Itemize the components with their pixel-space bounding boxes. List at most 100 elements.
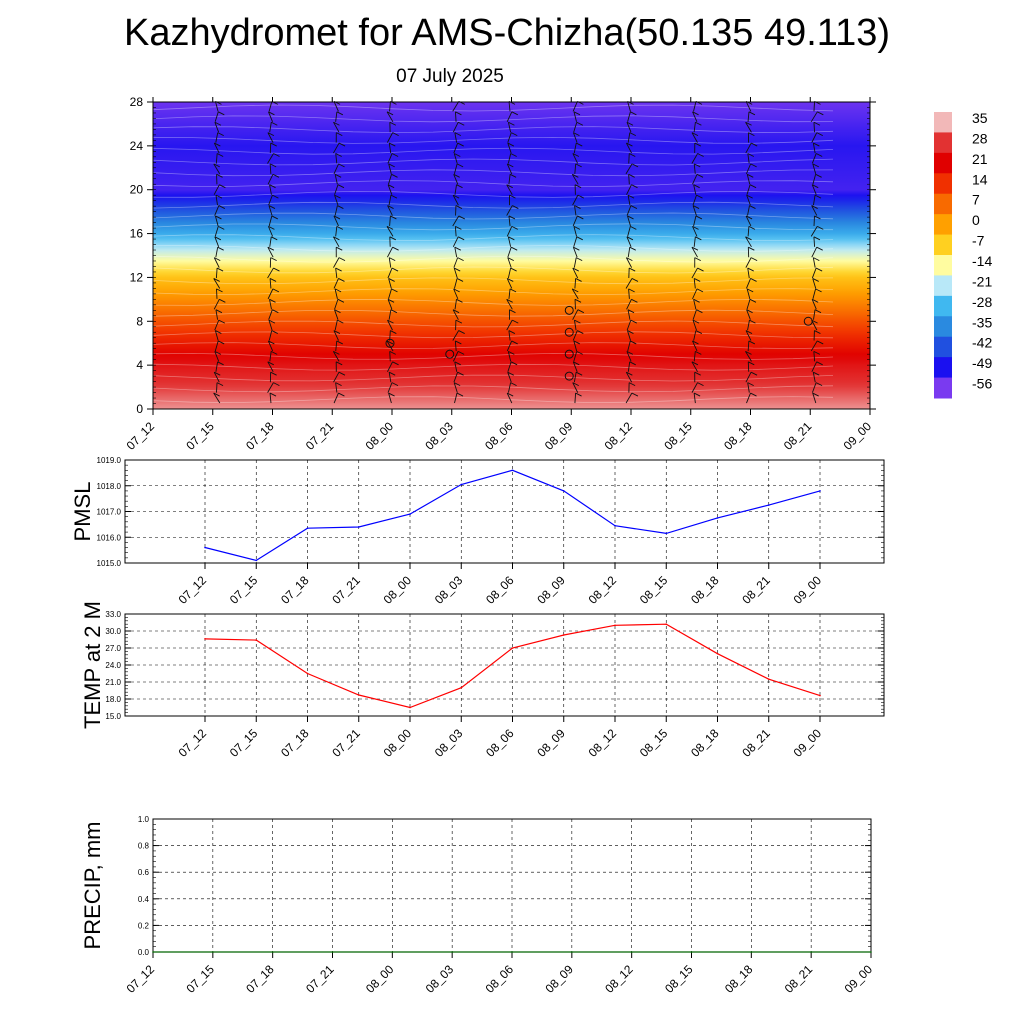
- wind-barb: [213, 299, 220, 310]
- wind-barb-flag: [387, 184, 395, 189]
- wind-barb: [572, 309, 579, 320]
- wind-barb-flag: [457, 257, 464, 262]
- wind-barb-flag: [696, 173, 704, 178]
- data-point: [391, 951, 394, 953]
- wind-barb: [692, 288, 698, 300]
- wind-barb: [215, 309, 219, 320]
- wind-barb: [811, 299, 817, 310]
- wind-barb: [508, 215, 511, 227]
- wind-barb: [572, 267, 579, 279]
- wind-barb: [693, 236, 696, 247]
- data-point: [204, 638, 206, 640]
- wind-barb-flag: [573, 246, 580, 251]
- wind-barb-flag: [694, 142, 702, 147]
- wind-barb: [627, 340, 631, 352]
- wind-barb-flag: [217, 340, 225, 345]
- x-tick-label: 08_21: [781, 419, 815, 453]
- heatmap-contour: [152, 298, 834, 306]
- wind-barb-flag: [626, 371, 633, 376]
- heatmap-contour: [152, 115, 834, 123]
- wind-barb-flag: [391, 382, 399, 387]
- wind-barb-flag: [746, 309, 753, 314]
- wind-barb-flag: [512, 319, 519, 324]
- wind-barb-flag: [268, 225, 275, 230]
- wind-barb-flag: [214, 371, 221, 376]
- wind-barb-flag: [509, 288, 517, 293]
- wind-barb-flag: [511, 225, 518, 230]
- wind-barb-flag: [335, 267, 342, 272]
- wind-barb: [813, 351, 816, 362]
- wind-barb: [334, 184, 339, 195]
- wind-barb: [334, 205, 338, 216]
- wind-barb: [452, 194, 459, 206]
- wind-barb: [747, 340, 750, 351]
- wind-barb: [268, 101, 273, 112]
- wind-barb-flag: [748, 246, 755, 251]
- heatmap-contour: [152, 158, 834, 166]
- wind-barb-flag: [215, 309, 223, 314]
- chart-subtitle: 07 July 2025: [396, 66, 504, 87]
- wind-barb: [214, 236, 220, 247]
- wind-barb: [813, 122, 815, 133]
- wind-barb: [693, 184, 697, 195]
- wind-barb: [267, 153, 274, 164]
- wind-barb-flag: [815, 288, 822, 293]
- wind-barb-flag: [697, 382, 704, 387]
- wind-barb-flag: [458, 121, 465, 126]
- wind-barb-flag: [388, 163, 395, 168]
- wind-barb-flag: [746, 288, 754, 293]
- wind-barb: [267, 382, 274, 393]
- wind-barb: [213, 278, 221, 289]
- wind-barb: [746, 174, 751, 185]
- wind-barb-flag: [507, 371, 514, 376]
- wind-barb: [268, 215, 273, 227]
- data-point: [819, 694, 821, 697]
- wind-barb-flag: [574, 298, 582, 303]
- wind-barb: [574, 163, 577, 174]
- wind-barb: [453, 382, 458, 393]
- wind-barb-flag: [456, 392, 464, 397]
- wind-barb: [452, 236, 459, 247]
- wind-barb-flag: [574, 319, 581, 324]
- wind-barb-flag: [627, 330, 634, 334]
- colorbar-label: -28: [972, 294, 992, 310]
- y-tick-label: 1017.0: [97, 508, 122, 517]
- heatmap-contour: [152, 352, 834, 360]
- wind-barb-flag: [695, 121, 702, 126]
- wind-barb-flag: [814, 309, 822, 314]
- wind-barb: [269, 299, 272, 310]
- x-tick-label: 09_00: [841, 419, 875, 453]
- wind-barb: [269, 184, 272, 195]
- wind-barb: [389, 351, 391, 362]
- wind-barb-flag: [391, 153, 399, 157]
- x-tick-label: 07_15: [183, 962, 217, 996]
- x-tick-label: 08_06: [483, 573, 517, 607]
- data-point: [204, 546, 206, 549]
- calm-wind-marker: [564, 371, 574, 381]
- heatmap-contour: [152, 255, 834, 263]
- wind-barb: [693, 215, 697, 227]
- wind-barb-flag: [573, 340, 581, 345]
- x-tick-label: 08_03: [422, 419, 456, 453]
- y-tick-label: 0.4: [138, 895, 150, 904]
- wind-barb-flag: [695, 236, 702, 241]
- wind-barb-flag: [749, 298, 757, 303]
- wind-barb-flag: [812, 163, 819, 168]
- data-point: [152, 951, 154, 953]
- wind-barb: [387, 153, 393, 164]
- wind-barb-flag: [272, 194, 279, 199]
- y-tick-label: 1018.0: [97, 482, 122, 491]
- wind-barb: [572, 361, 578, 372]
- wind-barb-flag: [575, 371, 583, 376]
- wind-barb: [335, 340, 338, 352]
- wind-barb: [691, 361, 698, 373]
- y-tick-label: 1.0: [138, 815, 150, 824]
- wind-barb-flag: [507, 163, 514, 168]
- wind-barb-flag: [629, 246, 636, 251]
- heatmap-contour: [152, 309, 834, 317]
- wind-barb-flag: [692, 225, 699, 230]
- x-tick-label: 07_21: [329, 573, 363, 607]
- wind-barb-flag: [747, 267, 754, 272]
- wind-barb: [454, 226, 457, 237]
- wind-barb-flag: [507, 142, 515, 147]
